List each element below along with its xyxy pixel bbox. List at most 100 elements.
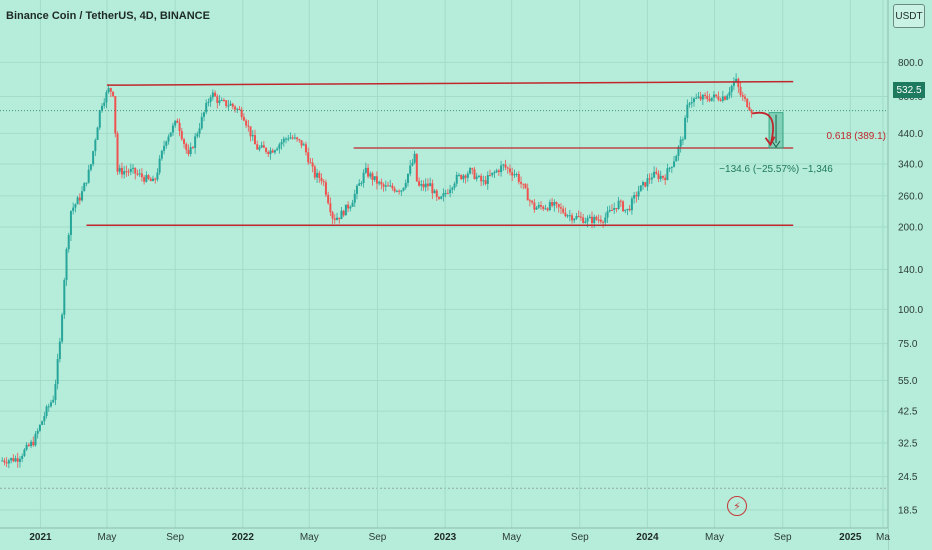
candle-body: [449, 189, 452, 194]
candle-body: [176, 120, 179, 123]
candle-body: [12, 458, 15, 462]
candle-body: [398, 190, 401, 192]
candle-body: [92, 151, 95, 165]
candle-body: [670, 166, 673, 168]
candle-body: [273, 150, 276, 153]
candle-body: [387, 185, 390, 187]
candle-body: [706, 95, 709, 99]
candle-body: [225, 100, 228, 107]
level-lines: [0, 80, 888, 227]
candle-body: [677, 146, 680, 156]
candle-body: [21, 455, 24, 459]
candle-body: [256, 144, 259, 150]
candle-body: [719, 99, 722, 101]
candle-body: [641, 182, 644, 186]
measure-arrow-head: [771, 140, 781, 148]
candle-body: [491, 172, 494, 176]
candle-body: [338, 217, 341, 220]
candle-body: [444, 193, 447, 195]
candle-body: [347, 204, 350, 209]
candle-body: [218, 100, 221, 103]
candle-body: [477, 175, 480, 177]
candle-body: [149, 178, 152, 182]
candle-body: [566, 215, 569, 217]
candle-body: [123, 171, 126, 175]
candle-body: [593, 216, 596, 224]
candle-body: [116, 133, 119, 172]
candle-body: [555, 202, 558, 204]
price-tick-label: 55.0: [898, 376, 918, 387]
candle-body: [63, 280, 66, 315]
candle-body: [626, 208, 629, 210]
candle-body: [542, 206, 545, 209]
time-tick-label: 2023: [434, 532, 457, 543]
candle-body: [120, 167, 123, 175]
time-axis[interactable]: 2021 May Sep 2022 May Sep 2023 May Sep 2024 May Sep…: [0, 527, 890, 550]
candle-body: [49, 402, 52, 407]
candle-body: [746, 98, 749, 108]
candle-body: [167, 136, 170, 142]
candle-body: [743, 96, 746, 99]
candle-body: [562, 208, 565, 213]
candle-body: [367, 167, 370, 177]
candle-body: [83, 183, 86, 192]
candle-body: [129, 168, 132, 172]
candle-body: [564, 212, 567, 217]
candle-body: [333, 218, 336, 220]
candle-body: [537, 205, 540, 208]
candle-body: [692, 98, 695, 102]
candle-body: [524, 184, 527, 189]
candle-body: [457, 174, 460, 176]
candle-body: [205, 102, 208, 113]
candle-body: [480, 175, 483, 182]
candle-body: [258, 147, 261, 150]
candle-body: [497, 170, 500, 173]
candle-body: [686, 104, 689, 118]
candle-body: [415, 153, 418, 182]
candle-body: [1, 460, 4, 462]
lightning-event-icon[interactable]: ⚡: [727, 496, 747, 516]
candle-body: [460, 174, 463, 180]
candle-body: [178, 122, 181, 132]
time-tick-label: 2021: [29, 532, 52, 543]
candle-body: [302, 144, 305, 146]
candle-body: [114, 96, 117, 134]
candle-body: [231, 103, 234, 107]
candle-body: [438, 196, 441, 199]
candle-body: [276, 148, 279, 151]
candle-body: [25, 444, 28, 450]
candle-body: [617, 200, 620, 209]
annotations: 0.618 (389.1) −134.6 (−25.57%) −1,346: [719, 111, 886, 175]
candle-body: [207, 101, 210, 103]
candle-body: [526, 188, 529, 201]
currency-unit-button[interactable]: USDT: [893, 4, 925, 28]
candle-body: [406, 173, 409, 183]
candle-body: [87, 169, 90, 183]
candle-body: [633, 195, 636, 199]
candle-body: [140, 173, 143, 178]
candle-body: [690, 101, 693, 104]
candlestick-series: [1, 73, 753, 469]
candle-body: [681, 139, 684, 141]
candle-body: [695, 97, 698, 99]
time-tick-label: 2024: [636, 532, 659, 543]
candle-body: [293, 137, 296, 139]
candle-body: [404, 182, 407, 188]
time-tick-label: May: [98, 532, 117, 543]
candle-body: [728, 92, 731, 96]
candle-body: [520, 181, 523, 184]
candle-body: [67, 234, 70, 250]
candle-body: [717, 96, 720, 100]
candle-body: [708, 98, 711, 101]
chart-grid: [0, 0, 888, 528]
candle-body: [650, 177, 653, 180]
candle-body: [300, 140, 303, 146]
time-tick-label: May: [705, 532, 724, 543]
candle-body: [36, 430, 39, 434]
candle-body: [375, 176, 378, 184]
candle-body: [209, 97, 212, 102]
candle-body: [54, 384, 57, 400]
candle-body: [27, 444, 30, 447]
candle-body: [329, 203, 332, 213]
